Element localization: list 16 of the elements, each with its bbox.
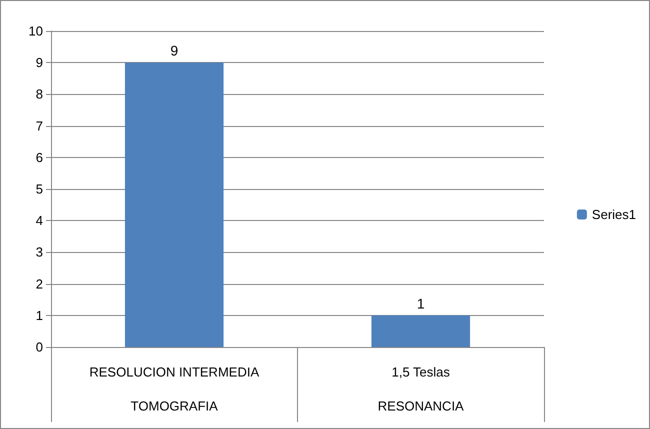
data-label: 9 — [170, 42, 178, 59]
y-tick-label: 3 — [36, 244, 43, 260]
y-tick-label: 4 — [36, 213, 43, 228]
y-tick-label: 10 — [28, 24, 43, 38]
data-label: 1 — [416, 295, 425, 312]
legend-label: Series1 — [592, 207, 636, 222]
y-tick-label: 2 — [36, 276, 43, 292]
y-tick-label: 9 — [36, 55, 43, 70]
y-tick-label: 6 — [36, 150, 43, 165]
y-tick-label: 0 — [36, 340, 43, 354]
y-tick-label: 7 — [36, 118, 43, 134]
category-label: 1,5 Teslas RESONANCIA — [378, 364, 464, 414]
y-tick-label: 1 — [36, 308, 43, 323]
y-tick-label: 8 — [36, 86, 43, 102]
y-tick-label: 5 — [36, 182, 43, 196]
category-label: RESOLUCION INTERMEDIA TOMOGRAFIA — [89, 364, 260, 414]
